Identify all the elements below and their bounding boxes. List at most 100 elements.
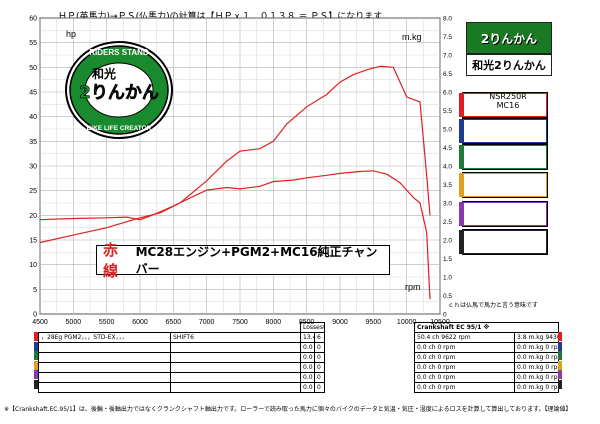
row-color-marker-right <box>558 351 562 361</box>
model-label: NSR250R MC16 <box>466 92 550 110</box>
legend-swatch-bar <box>459 93 463 117</box>
y-right-tick-label: 3.0 <box>443 201 452 208</box>
y-right-tick-label: 4.5 <box>443 145 452 152</box>
y-right-tick-label: 1.5 <box>443 256 452 263</box>
row-torque: 0.0 m.kg 0 rpm <box>514 352 559 363</box>
y-right-tick-label: 5.0 <box>443 127 452 134</box>
x-tick-label: 8000 <box>266 319 282 326</box>
row-shift <box>170 352 301 363</box>
row-power: 0.0 ch 0 rpm <box>414 362 515 373</box>
y-axis-left-ticks: 0 5 10 15 20 25 30 35 40 45 50 55 60 <box>29 16 37 319</box>
row-loss-2: 0 <box>314 362 325 373</box>
y-right-tick-label: 0 <box>443 312 447 319</box>
y-right-tick-label: 6.0 <box>443 90 452 97</box>
model-line-1: NSR250R <box>489 92 527 101</box>
row-loss-1: 0.0 <box>300 372 315 383</box>
row-loss-2: 0 <box>314 352 325 363</box>
logo-mid-text: 和光 <box>91 66 116 81</box>
logo-bottom-text: BIKE LIFE CREATOR <box>87 125 152 132</box>
row-loss-2: 0 <box>314 372 325 383</box>
table-header-row: Losses(N.m) Crankshaft EC 95/1 ※ <box>39 322 559 333</box>
row-color-marker-right <box>558 332 562 341</box>
top-caption: ＨＰ(英馬力)→ＰＳ(仏馬力)の計算は【ＨＰｘ１．０１３８ ＝ ＰＳ】になります <box>58 12 383 22</box>
legend-swatch <box>459 144 548 170</box>
row-color-marker-left <box>34 351 38 361</box>
x-tick-label: 7500 <box>232 319 248 326</box>
x-tick-label: 4500 <box>32 319 48 326</box>
legend-swatch-bar <box>459 230 463 254</box>
row-loss-1: 0.0 <box>300 342 315 353</box>
row-desc <box>38 342 171 353</box>
row-spacer <box>325 363 415 373</box>
row-torque: 0.0 m.kg 0 rpm <box>514 382 559 393</box>
row-power: 0.0 ch 0 rpm <box>414 352 515 363</box>
row-power: 50.4 ch 9622 rpm <box>414 332 515 343</box>
brand-name: 和光2りんかん <box>466 54 552 76</box>
y-left-tick-label: 50 <box>29 65 37 72</box>
legend-swatch <box>459 92 548 118</box>
row-color-marker-left <box>34 341 38 351</box>
row-loss-1: 0.0 <box>300 362 315 373</box>
row-color-marker-left <box>34 380 38 389</box>
x-tick-label: 6000 <box>132 319 148 326</box>
annotation-box: 赤線 MC28エンジン+PGM2+MC16純正チャンバー <box>96 241 390 280</box>
legend-swatch <box>459 229 548 255</box>
row-loss-2: 6 <box>314 332 325 343</box>
row-desc <box>38 362 171 373</box>
torque-curve <box>39 170 431 300</box>
y-right-tick-label: 7.0 <box>443 53 452 60</box>
legend-swatch-bar <box>459 173 463 197</box>
y-left-tick-label: 60 <box>29 16 37 23</box>
logo-small-text: 2りんかん <box>480 31 538 46</box>
row-shift <box>170 342 301 353</box>
x-tick-label: 9000 <box>332 319 348 326</box>
row-power: 0.0 ch 0 rpm <box>414 382 515 393</box>
logo-top-text: RIDERS STAND <box>89 48 149 57</box>
row-color-marker-left <box>34 332 38 341</box>
row-desc <box>38 372 171 383</box>
losses-header: Losses(N.m) <box>300 322 325 333</box>
legend-swatch-bar <box>459 145 463 169</box>
y-right-tick-label: 0.5 <box>443 293 452 300</box>
x-tick-label: 10000 <box>397 319 417 326</box>
row-spacer <box>325 343 415 353</box>
y-left-tick-label: 55 <box>29 40 37 47</box>
row-shift <box>170 382 301 393</box>
row-shift: SHIFT6 <box>170 332 301 343</box>
y-right-tick-label: 4.0 <box>443 164 452 171</box>
row-spacer <box>325 373 415 383</box>
y-left-tick-label: 35 <box>29 139 37 146</box>
annotation-prefix: 赤線 <box>103 241 119 280</box>
y-left-tick-label: 15 <box>29 238 37 245</box>
row-desc: ，28Eg PGM2，，，STD-EX，，， <box>38 332 171 343</box>
row-power: 0.0 ch 0 rpm <box>414 342 515 353</box>
legend-swatch <box>459 201 548 227</box>
footnote: ※【Crankshaft.EC.95/1】は、後輪・後軸出力ではなくクランクシャ… <box>4 406 572 413</box>
x-tick-label: 5000 <box>66 319 82 326</box>
x-axis-label: rpm <box>405 282 421 292</box>
y-axis-right-label: m.kg <box>402 32 422 42</box>
y-right-tick-label: 5.5 <box>443 108 452 115</box>
wako-2rinkan-logo: RIDERS STAND 和光 2りんかん BIKE LIFE CREATOR <box>65 41 173 139</box>
y-left-tick-label: 30 <box>29 164 37 171</box>
y-right-tick-label: 2.5 <box>443 219 452 226</box>
hp-note: ｃｈは仏馬で馬力と言う意味です <box>448 302 539 309</box>
y-right-tick-label: 7.5 <box>443 34 452 41</box>
row-color-marker-left <box>34 360 38 370</box>
row-color-marker-left <box>34 370 38 380</box>
y-left-tick-label: 40 <box>29 114 37 121</box>
y-axis-left-label: hp <box>66 29 76 39</box>
model-line-2: MC16 <box>496 101 520 110</box>
y-left-tick-label: 5 <box>33 287 37 294</box>
x-tick-label: 7000 <box>199 319 215 326</box>
y-left-tick-label: 0 <box>33 312 37 319</box>
logo-small: 2りんかん <box>466 22 552 54</box>
row-desc <box>38 352 171 363</box>
row-loss-2: 0 <box>314 382 325 393</box>
y-left-tick-label: 20 <box>29 213 37 220</box>
row-power: 0.0 ch 0 rpm <box>414 372 515 383</box>
row-shift <box>170 372 301 383</box>
